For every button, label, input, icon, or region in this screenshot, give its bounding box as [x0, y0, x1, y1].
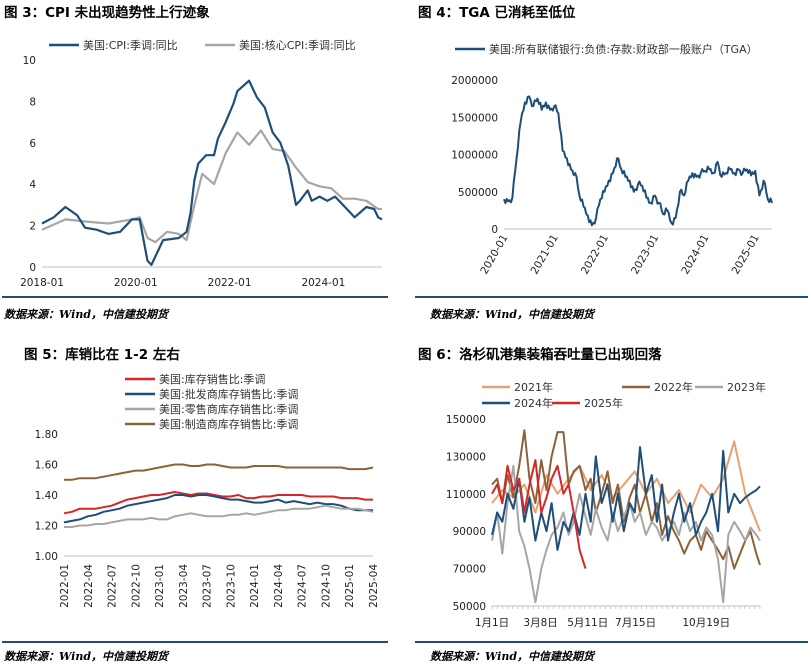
x-tick-label: 2023-07	[202, 564, 214, 608]
legend-label: 2021年	[514, 380, 553, 394]
y-tick-label: 1.20	[35, 521, 58, 533]
tga-chart: 0 500000 1000000 1500000 2000000 2020-01 2021-…	[451, 42, 773, 277]
y-tick-label: 8	[29, 96, 36, 108]
x-tick-label: 2022-01	[579, 233, 611, 277]
y-tick-label: 4	[29, 179, 36, 191]
source-note: 数据来源：Wind，中信建投期货	[430, 650, 595, 663]
source-note: 数据来源：Wind，中信建投期货	[4, 650, 169, 663]
x-tick-label: 2024-07	[297, 564, 309, 608]
series-line	[491, 464, 761, 604]
y-tick-label: 130000	[446, 451, 486, 463]
legend-label: 美国:制造商库存销售比:季调	[159, 417, 298, 431]
x-tick-label: 2024-01	[249, 564, 261, 608]
y-tick-label: 6	[29, 138, 36, 150]
y-tick-label: 2	[29, 221, 36, 233]
series-line	[41, 129, 382, 244]
x-tick-label: 2022-10	[130, 564, 142, 608]
y-tick-label: 70000	[453, 564, 486, 576]
chart-title: 图 6：洛杉矶港集装箱吞吐量已出现回落	[418, 347, 662, 363]
x-tick-label: 2023-10	[225, 564, 237, 608]
x-tick-label: 2021-01	[529, 233, 561, 277]
legend-label: 2024年	[514, 396, 553, 410]
y-tick-label: 0	[491, 224, 498, 236]
x-tick-label: 2024-04	[273, 564, 285, 608]
x-tick-label: 2025-01	[344, 564, 356, 608]
x-tick-label: 2022-01	[208, 277, 252, 289]
y-tick-label: 1.00	[35, 551, 58, 563]
source-note: 数据来源：Wind，中信建投期货	[430, 308, 595, 321]
divider	[415, 641, 808, 643]
x-tick-label: 2024-01	[301, 277, 345, 289]
chart-title: 图 4：TGA 已消耗至低位	[418, 5, 576, 21]
y-tick-label: 1.60	[35, 460, 58, 472]
y-tick-label: 90000	[453, 526, 486, 538]
legend-label: 美国:所有联储银行:负债:存款:财政部一般账户（TGA）	[489, 42, 758, 56]
x-tick-label: 2024-10	[320, 564, 332, 608]
x-tick-label: 3月8日	[523, 617, 557, 629]
legend-label: 美国:CPI:季调:同比	[83, 39, 178, 52]
legend-label: 美国:核心CPI:季调:同比	[239, 38, 356, 52]
x-tick-label: 5月11日	[567, 617, 608, 629]
legend-label: 美国:批发商库存销售比:季调	[159, 387, 298, 401]
y-tick-label: 50000	[453, 601, 486, 613]
y-tick-label: 10	[23, 55, 36, 67]
divider	[2, 641, 388, 643]
x-tick-label: 2022-07	[107, 564, 119, 608]
y-tick-label: 2000000	[451, 75, 498, 87]
series-line	[491, 446, 761, 551]
series-line	[64, 504, 374, 528]
y-tick-label: 1.80	[35, 429, 58, 441]
x-tick-label: 2025-01	[730, 233, 762, 277]
divider	[415, 296, 808, 298]
cpi-chart: 0 2 4 6 8 10 2018-01 2020-01 2022-01 2024-01 美国:CP…	[20, 38, 383, 289]
chart-title: 图 5：库销比在 1-2 左右	[24, 347, 180, 363]
y-tick-label: 110000	[446, 489, 486, 501]
series-line	[63, 491, 373, 515]
x-tick-label: 2022-01	[59, 564, 71, 608]
legend-label: 2025年	[584, 396, 623, 410]
legend-label: 2022年	[654, 380, 693, 394]
x-tick-label: 7月15日	[615, 617, 656, 629]
y-tick-label: 1500000	[451, 112, 498, 124]
y-tick-label: 0	[29, 262, 36, 274]
x-tick-label: 10月19日	[682, 617, 730, 629]
source-note: 数据来源：Wind，中信建投期货	[4, 308, 169, 321]
series-line	[63, 494, 373, 524]
y-tick-label: 1000000	[451, 150, 498, 162]
chart-title: 图 3：CPI 未出现趋势性上行迹象	[4, 5, 210, 21]
x-tick-label: 2022-04	[83, 564, 95, 608]
x-tick-label: 2025-04	[368, 564, 380, 608]
x-tick-label: 2023-01	[629, 233, 661, 277]
legend-label: 美国:零售商库存销售比:季调	[159, 402, 298, 416]
x-tick-label: 2023-01	[154, 564, 166, 608]
x-tick-label: 2020-01	[478, 233, 510, 277]
legend-label: 2023年	[727, 380, 766, 394]
series-line	[41, 79, 383, 266]
series-line	[491, 459, 587, 569]
legend-label: 美国:库存销售比:季调	[159, 372, 265, 386]
series-line	[64, 463, 374, 481]
y-tick-label: 500000	[458, 187, 498, 199]
x-tick-label: 2020-01	[114, 277, 158, 289]
x-tick-label: 2023-04	[178, 564, 190, 608]
x-tick-label: 2018-01	[20, 277, 64, 289]
x-tick-label: 2024-01	[679, 233, 711, 277]
series-line	[503, 95, 773, 227]
la-port-chart: 50000 70000 90000 110000 130000 150000 1月1日 3月8…	[446, 380, 766, 629]
y-tick-label: 1.40	[35, 490, 58, 502]
inventory-chart: 1.00 1.20 1.40 1.60 1.80 2022-01 2022-04 2022-0…	[35, 372, 380, 608]
y-tick-label: 150000	[446, 414, 486, 426]
divider	[2, 296, 388, 298]
x-tick-label: 1月1日	[475, 617, 509, 629]
